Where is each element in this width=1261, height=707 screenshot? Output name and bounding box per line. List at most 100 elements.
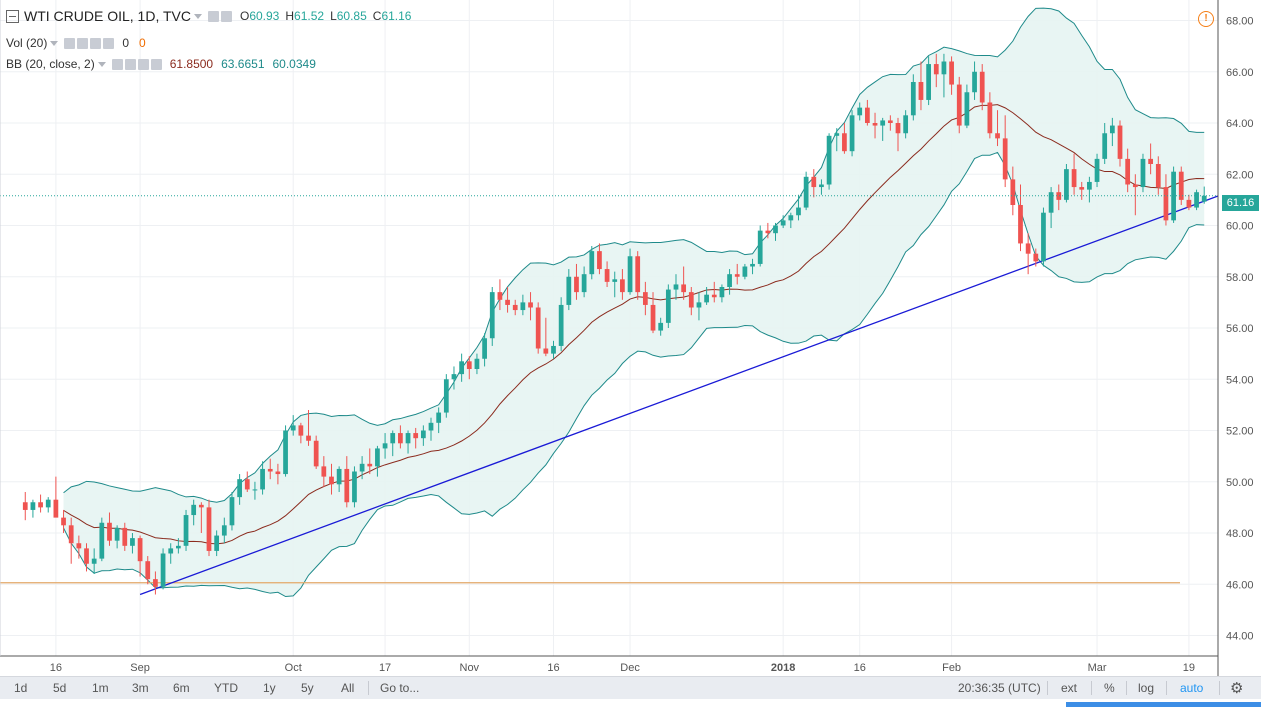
candle: [1163, 174, 1169, 226]
bottom-toolbar: 1d 5d 1m 3m 6m YTD 1y 5y All Go to... 20…: [0, 676, 1261, 699]
candle: [1140, 153, 1146, 193]
candle-body: [581, 274, 587, 293]
chevron-down-icon[interactable]: [50, 40, 59, 46]
eye-icon[interactable]: [111, 58, 123, 70]
chevron-down-icon[interactable]: [193, 13, 202, 19]
candle-body: [459, 361, 465, 375]
candle: [267, 458, 273, 480]
candle: [367, 448, 373, 475]
candle: [443, 374, 449, 418]
candle: [857, 102, 863, 121]
settings-icon[interactable]: [90, 37, 102, 49]
trendline[interactable]: [139, 195, 1219, 596]
candle: [99, 517, 105, 562]
x-tick-label: Dec: [620, 662, 640, 674]
chevron-down-icon[interactable]: [97, 61, 106, 67]
symbol-title[interactable]: WTI CRUDE OIL, 1D, TVC: [24, 8, 191, 24]
candle-body: [796, 207, 801, 216]
candle: [658, 317, 664, 336]
legend-buttons: [64, 37, 116, 49]
candle: [214, 530, 220, 557]
candle: [1041, 207, 1046, 267]
x-tick-label: Feb: [942, 662, 961, 674]
goto-button[interactable]: Go to...: [380, 681, 420, 695]
log-toggle[interactable]: log: [1138, 681, 1155, 695]
candle: [620, 269, 625, 300]
candle: [290, 415, 296, 436]
candle: [68, 517, 74, 564]
x-tick-label: Oct: [285, 662, 302, 674]
range-1d[interactable]: 1d: [14, 681, 28, 695]
candle-body: [635, 256, 641, 293]
range-ytd[interactable]: YTD: [214, 681, 238, 695]
candle: [834, 128, 840, 152]
candle: [742, 263, 748, 280]
candle-body: [176, 545, 181, 549]
volume-value-1: 0: [122, 36, 130, 50]
candle: [428, 417, 434, 441]
candle-body: [865, 107, 870, 123]
candle-body: [949, 61, 954, 85]
candle-body: [1132, 184, 1138, 188]
candle-body: [1109, 125, 1115, 134]
eye-icon[interactable]: [64, 37, 76, 49]
range-3m[interactable]: 3m: [132, 681, 149, 695]
candle: [329, 463, 334, 495]
range-5d[interactable]: 5d: [53, 681, 67, 695]
gear-icon[interactable]: [77, 37, 89, 49]
candle-body: [145, 561, 151, 580]
candle: [704, 287, 709, 305]
candle: [1064, 164, 1069, 203]
close-icon[interactable]: [103, 37, 115, 49]
candle: [727, 269, 732, 295]
candle-body: [382, 443, 388, 449]
range-all[interactable]: All: [341, 681, 355, 695]
range-6m[interactable]: 6m: [173, 681, 190, 695]
auto-toggle[interactable]: auto: [1180, 681, 1204, 695]
percent-toggle[interactable]: %: [1104, 681, 1115, 695]
candle: [229, 492, 235, 531]
range-1m[interactable]: 1m: [92, 681, 109, 695]
volume-name[interactable]: Vol (20): [6, 36, 48, 50]
candle: [574, 263, 579, 300]
gear-icon[interactable]: ⚙: [1230, 680, 1244, 697]
clock-time: 20:36:35 (UTC): [958, 681, 1041, 695]
volume-legend: Vol (20) 0 0: [6, 36, 146, 50]
candle-body: [1163, 187, 1169, 221]
candle: [198, 502, 204, 533]
candle: [964, 84, 970, 129]
candle: [604, 261, 610, 287]
candle-body: [972, 71, 977, 93]
close-icon[interactable]: [150, 58, 162, 70]
candle: [612, 271, 618, 298]
candle: [803, 171, 809, 211]
gear-icon[interactable]: [124, 58, 136, 70]
y-tick-label: 58.00: [1226, 272, 1254, 284]
range-5y[interactable]: 5y: [301, 681, 314, 695]
candle-body: [497, 292, 503, 300]
candle-body: [191, 504, 197, 516]
collapse-icon[interactable]: [6, 9, 19, 23]
candle-body: [229, 497, 235, 526]
gear-icon[interactable]: [220, 10, 232, 22]
candle: [466, 356, 472, 380]
eye-icon[interactable]: [207, 10, 219, 22]
settings-icon[interactable]: [137, 58, 149, 70]
candle: [910, 74, 916, 121]
candle: [842, 123, 847, 154]
range-1y[interactable]: 1y: [263, 681, 276, 695]
bb-name[interactable]: BB (20, close, 2): [6, 57, 95, 71]
candle: [22, 492, 28, 521]
ext-toggle[interactable]: ext: [1061, 681, 1078, 695]
close-label: C: [372, 9, 382, 23]
alert-icon[interactable]: !: [1198, 11, 1214, 27]
candle-body: [267, 468, 273, 472]
candle: [420, 425, 426, 446]
candle-body: [1117, 125, 1123, 159]
candle: [398, 425, 403, 449]
candle: [627, 248, 633, 295]
candle: [191, 499, 197, 526]
x-tick-label: 2018: [771, 662, 795, 674]
candle-body: [1102, 133, 1108, 159]
